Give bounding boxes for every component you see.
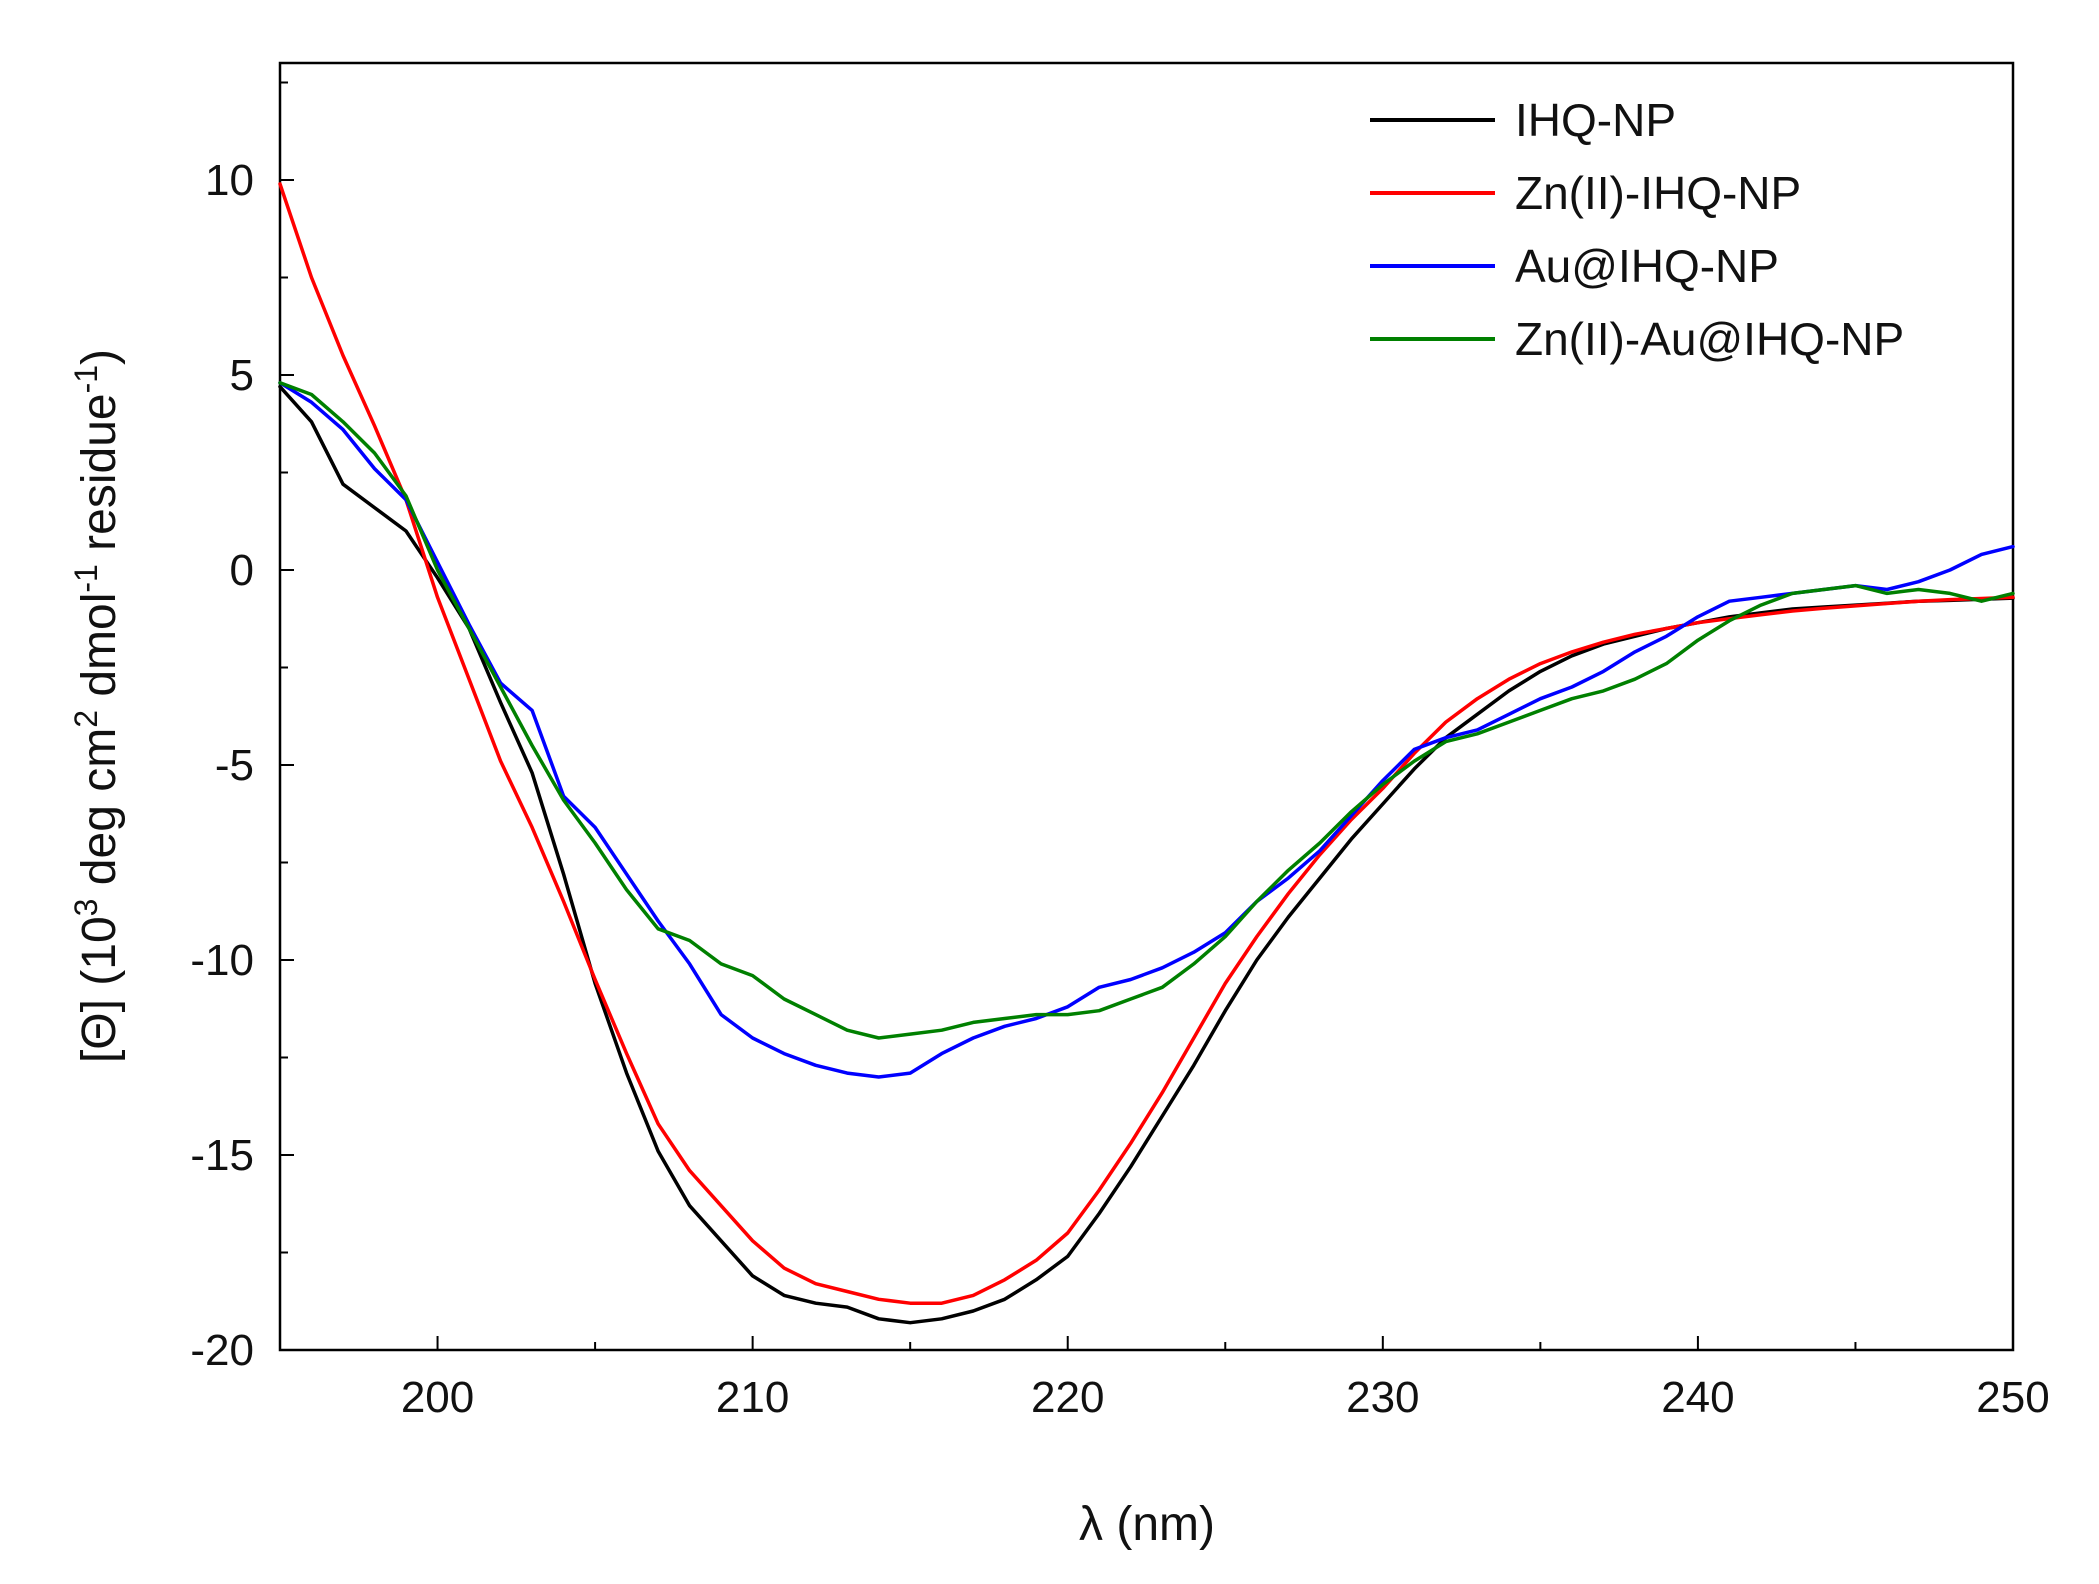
- x-tick-label: 250: [1976, 1373, 2049, 1422]
- y-axis-title-part: dmol: [73, 593, 126, 710]
- data-series: [278, 182, 2015, 1325]
- series-line-1: [278, 384, 2015, 1325]
- y-axis-title-part: deg cm: [73, 728, 126, 899]
- legend-label-4: Zn(II)-Au@IHQ-NP: [1515, 313, 1904, 365]
- y-tick-label: 0: [230, 546, 254, 595]
- y-axis-title-part: ): [73, 349, 126, 365]
- x-axis-title: λ (nm): [1079, 1498, 1215, 1551]
- legend-label-2: Zn(II)-IHQ-NP: [1515, 167, 1801, 219]
- y-axis-title-superscript: 3: [68, 899, 104, 917]
- legend-label-3: Au@IHQ-NP: [1515, 240, 1779, 292]
- x-tick-label: 220: [1031, 1373, 1104, 1422]
- y-tick-label: 10: [205, 156, 254, 205]
- y-tick-label: -15: [190, 1131, 254, 1180]
- y-tick-label: 5: [230, 351, 254, 400]
- x-tick-label: 240: [1661, 1373, 1734, 1422]
- x-tick-label: 230: [1346, 1373, 1419, 1422]
- series-line-4: [278, 381, 2015, 1040]
- plot-frame: [278, 61, 2015, 1352]
- legend: IHQ-NP Zn(II)-IHQ-NP Au@IHQ-NP Zn(II)-Au@IH…: [1370, 94, 1904, 365]
- x-tick-label: 200: [401, 1373, 474, 1422]
- y-axis-title: [Θ] (103 deg cm2 dmol-1 residue-1): [68, 349, 126, 1063]
- axis-tick-labels: 200 210 220 230 240 250 10 5 0 -5 -10 -15 -20: [190, 156, 2049, 1422]
- axis-ticks: [279, 81, 2014, 1351]
- y-tick-label: -20: [190, 1326, 254, 1375]
- series-line-3: [278, 381, 2015, 1079]
- y-axis-title-superscript: -1: [68, 365, 104, 393]
- y-axis-title-part: [Θ] (10: [73, 916, 126, 1063]
- y-axis-title-superscript: -1: [68, 564, 104, 592]
- y-tick-label: -5: [215, 741, 254, 790]
- y-axis-title-superscript: 2: [68, 710, 104, 728]
- series-line-2: [278, 182, 2015, 1305]
- legend-label-1: IHQ-NP: [1515, 94, 1676, 146]
- x-tick-label: 210: [716, 1373, 789, 1422]
- y-tick-label: -10: [190, 936, 254, 985]
- y-axis-title-part: residue: [73, 393, 126, 564]
